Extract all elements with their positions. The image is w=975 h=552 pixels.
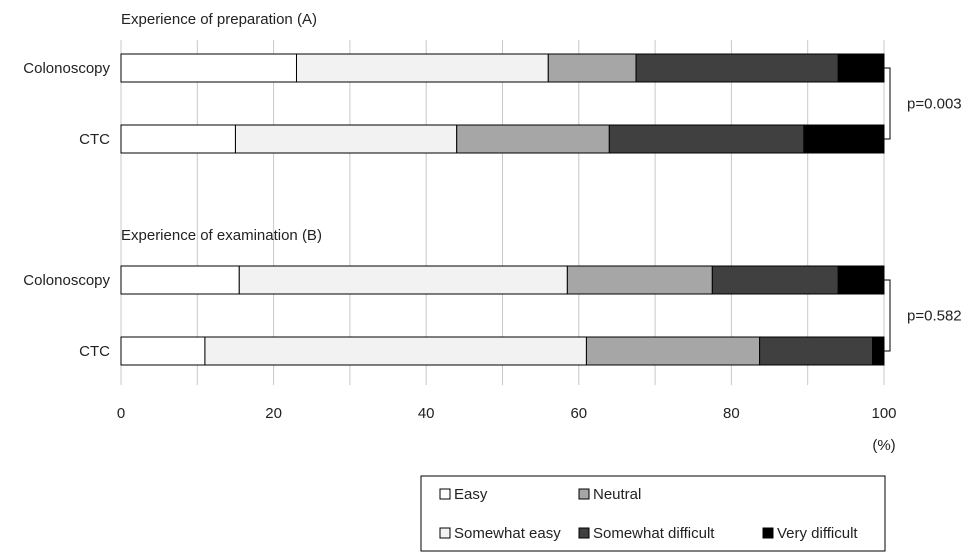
bar-segment-very-difficult bbox=[837, 53, 885, 83]
x-tick-label-0: 0 bbox=[117, 405, 125, 422]
significance-bracket-1 bbox=[884, 67, 891, 140]
p-value-1: p=0.003 bbox=[907, 96, 962, 113]
category-label-colonoscopy: Colonoscopy bbox=[23, 272, 110, 289]
bar-segment-somewhat-easy bbox=[238, 265, 568, 295]
x-tick-label-100: 100 bbox=[871, 405, 896, 422]
bar-segment-very-difficult bbox=[872, 336, 885, 366]
legend-label-somewhat-difficult: Somewhat difficult bbox=[593, 525, 715, 542]
legend-swatch-very-difficult bbox=[762, 527, 774, 539]
legend: Easy Somewhat easy Neutral Somewhat difficu… bbox=[420, 475, 886, 552]
category-label-ctc: CTC bbox=[79, 343, 110, 360]
bars bbox=[120, 53, 885, 366]
x-tick-label-80: 80 bbox=[723, 405, 740, 422]
significance-bracket-2 bbox=[884, 279, 891, 352]
legend-label-somewhat-easy: Somewhat easy bbox=[454, 525, 561, 542]
legend-swatch-easy bbox=[439, 488, 451, 500]
legend-label-neutral: Neutral bbox=[593, 486, 641, 503]
legend-box bbox=[420, 475, 886, 552]
bar-segment-somewhat-difficult bbox=[635, 53, 839, 83]
p-value-2: p=0.582 bbox=[907, 308, 962, 325]
bar-segment-easy bbox=[120, 124, 236, 154]
x-axis-unit: (%) bbox=[872, 437, 895, 454]
category-label-ctc: CTC bbox=[79, 131, 110, 148]
bar-segment-very-difficult bbox=[803, 124, 885, 154]
bar-segment-easy bbox=[120, 336, 206, 366]
bar-segment-easy bbox=[120, 265, 240, 295]
x-tick-label-40: 40 bbox=[418, 405, 435, 422]
x-tick-label-60: 60 bbox=[570, 405, 587, 422]
bar-segment-somewhat-easy bbox=[295, 53, 549, 83]
bar-segment-somewhat-easy bbox=[204, 336, 587, 366]
legend-swatch-somewhat-easy bbox=[439, 527, 451, 539]
bar-segment-somewhat-difficult bbox=[711, 265, 839, 295]
bar-segment-neutral bbox=[456, 124, 610, 154]
panel-title-2: Experience of examination (B) bbox=[121, 227, 322, 244]
category-label-colonoscopy: Colonoscopy bbox=[23, 60, 110, 77]
bar-segment-very-difficult bbox=[837, 265, 885, 295]
bar-segment-somewhat-easy bbox=[234, 124, 458, 154]
bar-segment-easy bbox=[120, 53, 297, 83]
legend-label-very-difficult: Very difficult bbox=[777, 525, 858, 542]
legend-swatch-neutral bbox=[578, 488, 590, 500]
bar-segment-somewhat-difficult bbox=[759, 336, 874, 366]
bar-segment-neutral bbox=[547, 53, 637, 83]
grid-lines bbox=[120, 40, 885, 385]
labels: 0 20 40 60 80 100 (%) Experience of preparation… bbox=[23, 11, 961, 454]
bar-segment-neutral bbox=[566, 265, 713, 295]
bar-segment-somewhat-difficult bbox=[608, 124, 805, 154]
legend-label-easy: Easy bbox=[454, 486, 488, 503]
panel-title-1: Experience of preparation (A) bbox=[121, 11, 317, 28]
bar-segment-neutral bbox=[585, 336, 761, 366]
x-tick-label-20: 20 bbox=[265, 405, 282, 422]
legend-swatch-somewhat-difficult bbox=[578, 527, 590, 539]
